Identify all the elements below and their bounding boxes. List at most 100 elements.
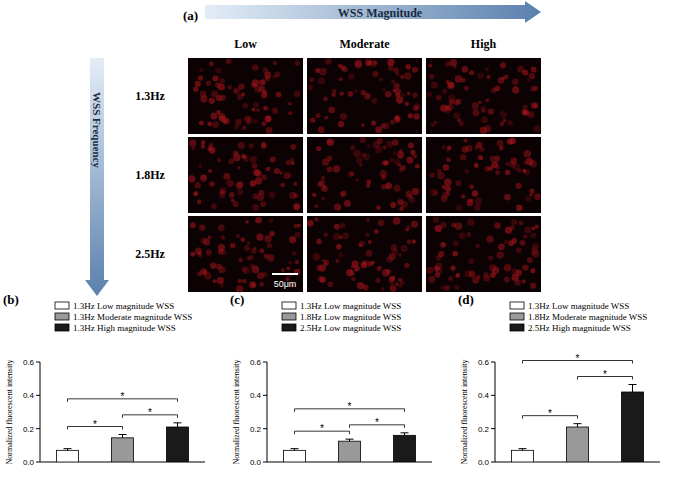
- cell: [511, 238, 517, 244]
- cell: [506, 162, 510, 166]
- cell: [390, 158, 395, 163]
- cell: [200, 68, 204, 72]
- cell: [267, 243, 272, 248]
- cell: [241, 92, 245, 96]
- cell: [511, 219, 517, 225]
- cell: [500, 62, 506, 68]
- cell: [414, 103, 420, 109]
- cell: [264, 254, 269, 259]
- cell: [408, 113, 413, 118]
- cell: [415, 164, 420, 169]
- y-tick-label: 0.0: [250, 458, 262, 467]
- cell: [217, 277, 224, 284]
- cell: [375, 146, 382, 153]
- cell: [371, 98, 377, 104]
- cell: [257, 194, 264, 201]
- error-cap: [574, 423, 582, 424]
- cell: [252, 266, 260, 274]
- cell: [261, 175, 267, 181]
- cell: [391, 80, 395, 84]
- cell: [444, 285, 450, 291]
- cell: [376, 206, 381, 211]
- cell: [503, 118, 507, 122]
- cell: [383, 160, 389, 166]
- cell: [227, 180, 234, 187]
- cell: [434, 121, 438, 125]
- cell: [413, 113, 419, 119]
- row-label: 1.3Hz: [135, 89, 165, 103]
- cell: [243, 267, 250, 274]
- error-cap: [174, 422, 182, 423]
- cell: [259, 79, 265, 85]
- cell: [461, 78, 466, 83]
- cell: [390, 119, 395, 124]
- cell: [356, 157, 362, 163]
- axis-label: Normalized fluorescent intensity: [5, 360, 14, 465]
- cell: [242, 126, 246, 130]
- cell: [265, 115, 272, 122]
- cell: [400, 75, 404, 79]
- cell: [446, 157, 451, 162]
- cell: [255, 177, 262, 184]
- micrograph-bg: [188, 137, 303, 213]
- cell: [496, 251, 504, 259]
- error-cap: [519, 448, 527, 449]
- cell: [238, 142, 245, 149]
- cell: [338, 253, 343, 258]
- cell: [359, 243, 363, 247]
- cell: [401, 245, 408, 252]
- cell: [393, 217, 401, 225]
- cell: [361, 123, 365, 127]
- arrow-label: WSS Frequency: [91, 92, 103, 168]
- cell: [399, 206, 404, 211]
- cell: [465, 145, 472, 152]
- cell: [449, 100, 454, 105]
- micrograph-bg: [307, 137, 422, 213]
- chart: (d)Normalized fluorescent intensity1.3Hz…: [458, 292, 660, 467]
- error-cap: [291, 448, 299, 449]
- cell: [368, 60, 373, 65]
- cell: [313, 253, 320, 260]
- bar: [112, 438, 134, 462]
- cell: [445, 61, 450, 66]
- y-tick: [491, 362, 495, 363]
- error-line: [177, 423, 178, 427]
- cell: [215, 67, 221, 73]
- legend-label: 1.8Hz Moderate magnitude WSS: [528, 312, 647, 322]
- cell: [321, 176, 325, 180]
- cell: [380, 170, 388, 178]
- cell: [327, 156, 333, 162]
- cell: [288, 261, 292, 265]
- cell: [223, 173, 230, 180]
- cell: [254, 86, 261, 93]
- cell: [412, 239, 416, 243]
- cell: [210, 263, 216, 269]
- cell: [226, 59, 232, 65]
- cell: [218, 224, 225, 231]
- cell: [448, 276, 453, 281]
- cell: [294, 90, 301, 97]
- cell: [312, 193, 316, 197]
- bar: [622, 392, 644, 462]
- cell: [338, 77, 342, 81]
- cell: [481, 106, 487, 112]
- cell: [381, 184, 387, 190]
- cell: [292, 251, 297, 256]
- error-cap: [346, 439, 354, 440]
- cell: [442, 145, 447, 150]
- y-axis: [495, 362, 496, 462]
- cell: [340, 113, 347, 120]
- cell: [445, 185, 451, 191]
- legend-label: 1.3Hz High magnitude WSS: [73, 323, 176, 333]
- cell: [392, 139, 398, 145]
- cell: [469, 271, 476, 278]
- cell: [221, 235, 225, 239]
- cell: [487, 75, 491, 79]
- cell: [522, 264, 528, 270]
- error-bar: [401, 433, 409, 436]
- cell: [262, 90, 267, 95]
- bar: [284, 450, 306, 462]
- cell: [286, 160, 291, 165]
- cell: [270, 156, 276, 162]
- cell: [209, 98, 215, 104]
